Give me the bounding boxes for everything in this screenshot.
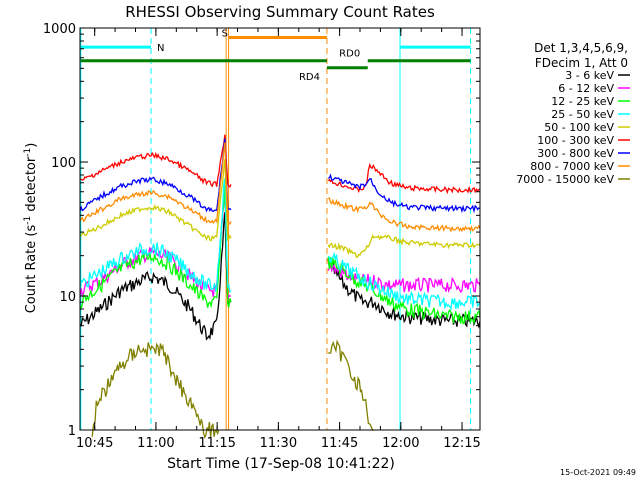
series-line xyxy=(91,342,220,439)
chart-title: RHESSI Observing Summary Count Rates xyxy=(125,3,435,21)
legend-entry-label: 800 - 7000 keV xyxy=(530,160,614,173)
x-tick-label: 11:15 xyxy=(198,436,235,451)
legend-header-2: FDecim 1, Att 0 xyxy=(535,56,628,70)
status-bar-label: RD0 xyxy=(339,49,360,60)
series-line xyxy=(79,158,232,242)
legend-entry-label: 100 - 300 keV xyxy=(537,134,614,147)
attenuator-bars: N S RD0 RD4 xyxy=(80,28,471,83)
legend-entry-label: 12 - 25 keV xyxy=(551,95,614,108)
legend-entry-label: 300 - 800 keV xyxy=(537,147,614,160)
series-line xyxy=(328,173,481,214)
x-tick-label: 12:00 xyxy=(382,436,419,451)
x-axis-label: Start Time (17-Sep-08 10:41:22) xyxy=(167,456,395,472)
series-line xyxy=(79,138,232,213)
y-tick-label: 1000 xyxy=(43,22,76,37)
legend-entry-label: 3 - 6 keV xyxy=(565,69,614,82)
x-tick-label: 10:45 xyxy=(76,436,113,451)
series-line xyxy=(327,234,481,259)
x-tick-label: 12:15 xyxy=(443,436,480,451)
y-tick-label: 1 xyxy=(68,424,76,439)
legend: Det 1,3,4,5,6,9, FDecim 1, Att 0 3 - 6 k… xyxy=(516,41,630,186)
series-line xyxy=(79,180,232,310)
series-line xyxy=(79,178,232,293)
y-tick-label: 10 xyxy=(59,290,76,305)
series-line xyxy=(327,251,481,311)
x-tick-label: 11:45 xyxy=(321,436,358,451)
legend-entry-label: 6 - 12 keV xyxy=(558,82,614,95)
series-line xyxy=(327,162,481,195)
legend-entry-label: 7000 - 15000 keV xyxy=(516,173,614,186)
legend-entry-label: 50 - 100 keV xyxy=(544,121,614,134)
series-line xyxy=(80,212,232,341)
footer-timestamp: 15-Oct-2021 09:49 xyxy=(560,468,636,477)
status-bar-label: S xyxy=(222,28,228,39)
y-axis-label: Count Rate (s-1 detector-1) xyxy=(23,143,39,314)
axes: 1 10 100 1000 10:45 11:00 11:15 11:30 11:45 12:00… xyxy=(43,22,481,451)
legend-entry-label: 25 - 50 keV xyxy=(551,108,614,121)
legend-header-1: Det 1,3,4,5,6,9, xyxy=(534,41,628,55)
x-tick-label: 11:30 xyxy=(260,436,297,451)
series-line xyxy=(79,142,232,225)
series-lines xyxy=(79,134,481,439)
series-line xyxy=(327,339,374,431)
series-line xyxy=(327,256,481,325)
status-bar-label: N xyxy=(157,43,164,54)
series-line xyxy=(327,258,481,329)
vertical-markers xyxy=(80,28,472,430)
status-bar-label: RD4 xyxy=(299,72,320,83)
x-tick-label: 11:00 xyxy=(137,436,174,451)
series-line xyxy=(79,134,232,188)
series-line xyxy=(328,197,481,233)
y-tick-label: 100 xyxy=(51,156,76,171)
plot-frame xyxy=(79,27,481,431)
